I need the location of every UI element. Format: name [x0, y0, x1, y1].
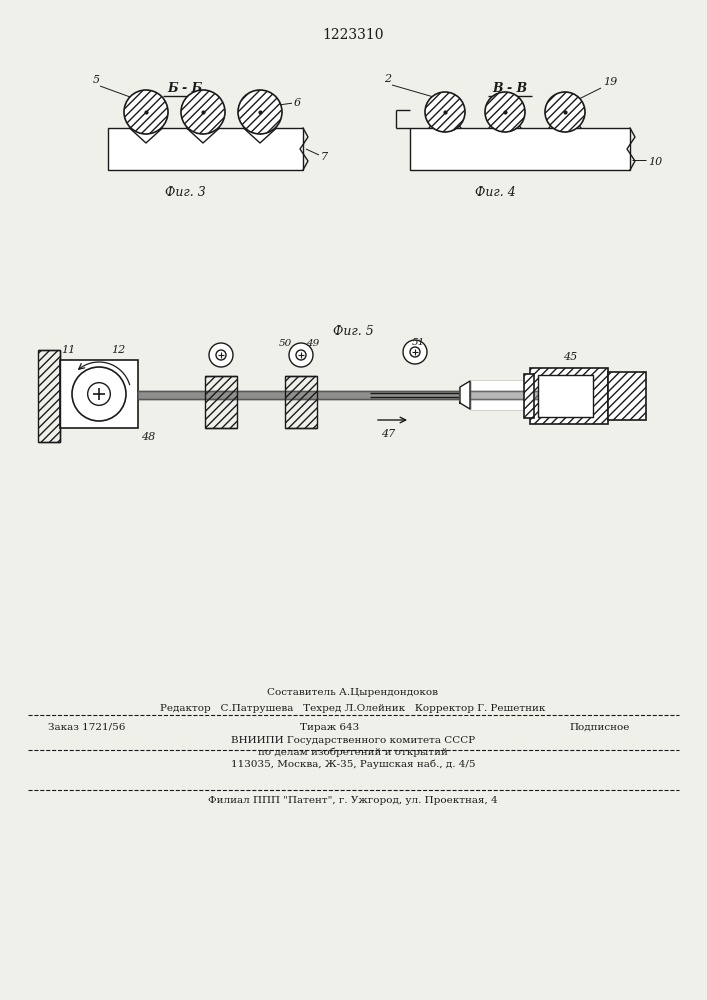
- Text: по делам изобретений и открытий: по делам изобретений и открытий: [258, 748, 448, 757]
- Text: 2: 2: [385, 74, 392, 84]
- Bar: [530, 368, 608, 424]
- Text: В - В: В - В: [492, 82, 527, 95]
- Bar: [608, 372, 646, 420]
- Text: 19: 19: [603, 77, 617, 87]
- Bar: [524, 374, 534, 418]
- Text: 7: 7: [321, 152, 328, 162]
- Bar: [530, 368, 608, 424]
- Circle shape: [88, 383, 110, 405]
- Bar: [285, 376, 317, 428]
- Circle shape: [209, 343, 233, 367]
- Text: Заказ 1721/56: Заказ 1721/56: [48, 723, 125, 732]
- Polygon shape: [460, 381, 470, 409]
- Text: Фиг. 5: Фиг. 5: [332, 325, 373, 338]
- Text: Редактор   С.Патрушева   Техред Л.Олейник   Корректор Г. Решетник: Редактор С.Патрушева Техред Л.Олейник Ко…: [160, 704, 546, 713]
- Circle shape: [485, 92, 525, 132]
- Circle shape: [425, 92, 465, 132]
- Circle shape: [216, 350, 226, 360]
- Text: 49: 49: [306, 339, 320, 348]
- Text: 50: 50: [279, 339, 291, 348]
- Text: Фиг. 4: Фиг. 4: [474, 186, 515, 199]
- Text: 1223310: 1223310: [322, 28, 384, 42]
- Circle shape: [410, 347, 420, 357]
- Text: Составитель А.Цырендондоков: Составитель А.Цырендондоков: [267, 688, 438, 697]
- Text: Тираж 643: Тираж 643: [300, 723, 360, 732]
- Text: Б - Б: Б - Б: [168, 82, 203, 95]
- Text: 10: 10: [648, 157, 662, 167]
- Text: 12: 12: [111, 345, 125, 355]
- Text: 11: 11: [61, 345, 75, 355]
- Text: Фиг. 3: Фиг. 3: [165, 186, 205, 199]
- Circle shape: [289, 343, 313, 367]
- Text: 6: 6: [294, 98, 301, 108]
- Circle shape: [124, 90, 168, 134]
- Text: 48: 48: [141, 432, 155, 442]
- Bar: [60, 360, 138, 428]
- Bar: [205, 376, 237, 428]
- Text: 45: 45: [563, 352, 577, 362]
- Circle shape: [403, 340, 427, 364]
- Text: 47: 47: [381, 429, 395, 439]
- Bar: [38, 350, 60, 442]
- Bar: [538, 375, 593, 417]
- Text: Филиал ППП "Патент", г. Ужгород, ул. Проектная, 4: Филиал ППП "Патент", г. Ужгород, ул. Про…: [208, 796, 498, 805]
- Text: 113035, Москва, Ж-35, Раушская наб., д. 4/5: 113035, Москва, Ж-35, Раушская наб., д. …: [230, 760, 475, 769]
- Bar: [410, 128, 630, 170]
- Text: 51: 51: [411, 338, 425, 347]
- Text: 5: 5: [93, 75, 100, 85]
- Circle shape: [296, 350, 306, 360]
- Text: Подписное: Подписное: [570, 723, 630, 732]
- Text: ВНИИПИ Государственного комитета СССР: ВНИИПИ Государственного комитета СССР: [231, 736, 475, 745]
- Circle shape: [181, 90, 225, 134]
- Circle shape: [72, 367, 126, 421]
- Bar: [524, 374, 534, 418]
- Circle shape: [238, 90, 282, 134]
- Bar: [108, 128, 303, 170]
- Circle shape: [545, 92, 585, 132]
- Bar: [608, 372, 646, 420]
